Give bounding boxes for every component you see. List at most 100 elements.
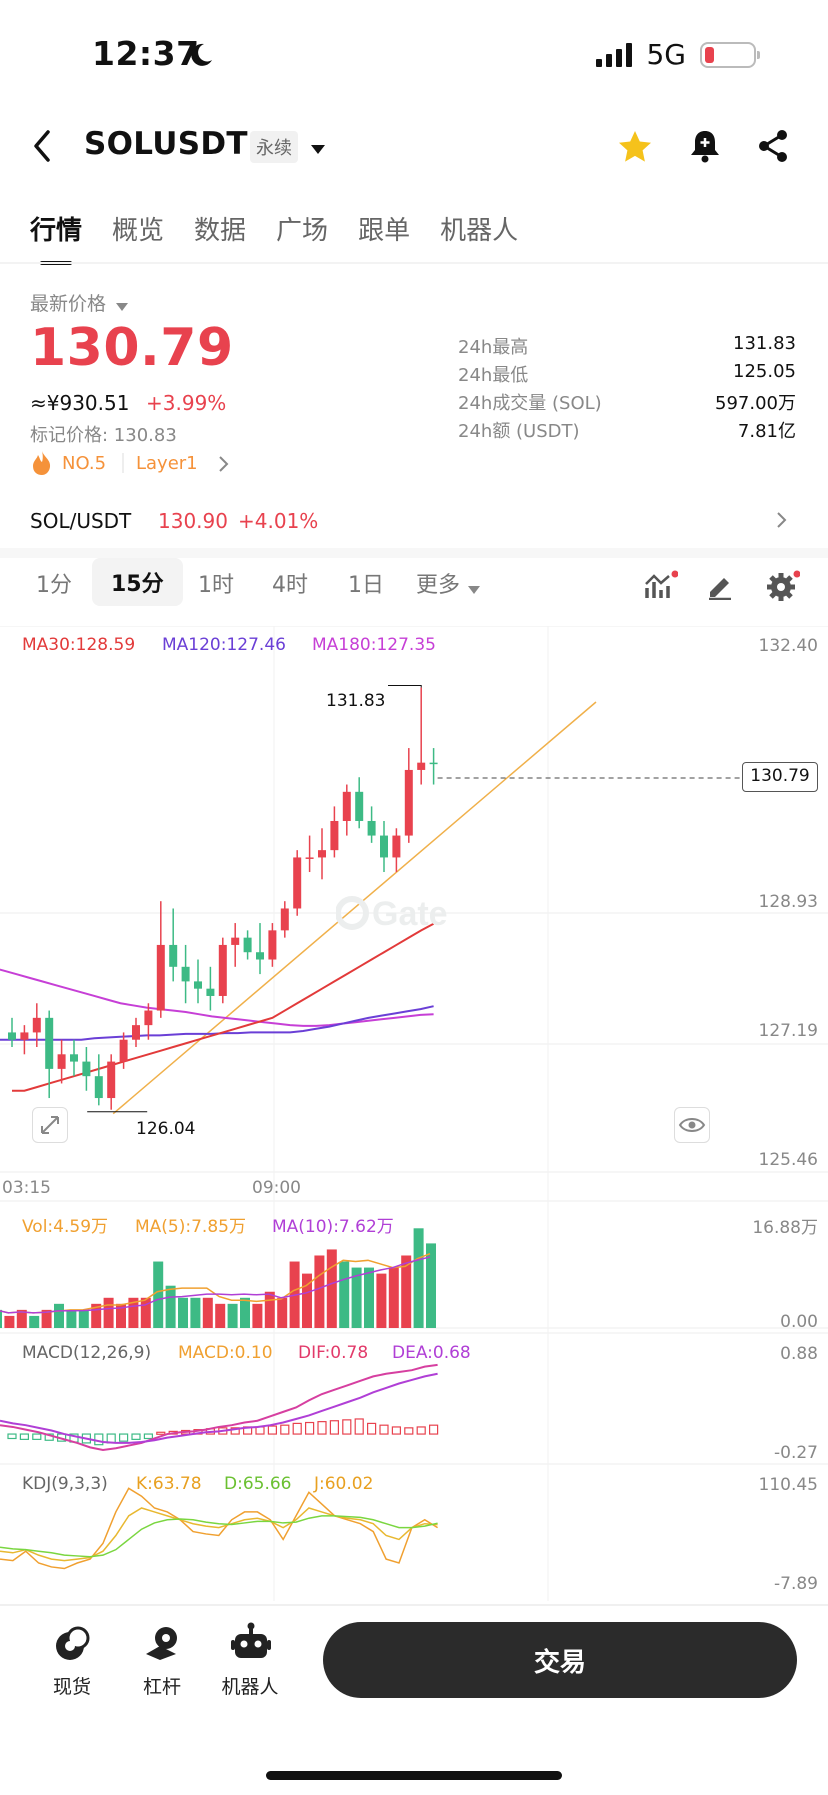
stat-turnover-label: 24h额 (USDT) — [458, 421, 580, 442]
macd-hist-bar — [156, 1431, 166, 1435]
kdj-title: KDJ(9,3,3) — [22, 1474, 108, 1494]
stat-low-label: 24h最低 — [458, 365, 529, 386]
candle-body — [94, 1076, 103, 1099]
candle-body — [404, 769, 413, 836]
timeframe-1d[interactable]: 1日 — [348, 573, 384, 598]
price-alert-bell-icon[interactable] — [688, 128, 722, 164]
back-button[interactable] — [28, 128, 58, 164]
volume-bar — [103, 1297, 114, 1328]
macd-hist-bar — [429, 1424, 439, 1435]
macd-hist-bar — [292, 1422, 302, 1435]
tab-copy-trading[interactable]: 跟单 — [358, 216, 411, 246]
status-indicators: 5G — [596, 38, 760, 71]
timeframe-1h[interactable]: 1时 — [198, 573, 234, 598]
indicators-icon[interactable] — [644, 570, 679, 602]
kdj-j-line — [0, 1487, 438, 1570]
macd-hist-bar — [379, 1424, 389, 1435]
macd-y-tick-1: 0.88 — [780, 1344, 818, 1364]
trade-button[interactable]: 交易 — [323, 1622, 797, 1698]
volume-bar — [178, 1297, 188, 1328]
volume-bar — [0, 1309, 2, 1328]
y-tick-1: 132.40 — [758, 636, 818, 656]
moon-icon — [188, 42, 214, 68]
stat-turnover-value: 7.81亿 — [737, 421, 796, 442]
volume-bar — [116, 1303, 126, 1328]
tab-overview[interactable]: 概览 — [112, 216, 165, 246]
timeframe-more[interactable]: 更多 — [416, 573, 461, 598]
watermark-logo: Gate — [335, 893, 456, 942]
candle-body — [256, 952, 264, 960]
stat-turnover: 24h额 (USDT) 7.81亿 — [458, 417, 796, 443]
symbol-title[interactable]: SOLUSDT — [84, 126, 248, 162]
stat-volume-label: 24h成交量 (SOL) — [458, 393, 602, 414]
volume-bar — [227, 1303, 238, 1328]
chevron-right-icon[interactable] — [218, 455, 230, 473]
volume-bar — [302, 1273, 312, 1328]
nav-margin[interactable]: 杠杆 — [142, 1676, 181, 1698]
candle-body — [32, 1017, 41, 1033]
macd-hist-bar — [404, 1427, 414, 1435]
macd-hist-bar — [367, 1422, 377, 1435]
stat-high-label: 24h最高 — [458, 337, 529, 358]
candle-body — [169, 944, 178, 967]
timeframe-1m[interactable]: 1分 — [36, 573, 72, 598]
tab-data[interactable]: 数据 — [194, 216, 247, 246]
toggle-visibility-button[interactable] — [674, 1107, 710, 1143]
sector-tag[interactable]: Layer1 — [136, 453, 198, 474]
kline-chart[interactable] — [0, 626, 828, 1606]
tab-square[interactable]: 广场 — [276, 216, 329, 246]
volume-bar — [41, 1309, 52, 1328]
vol-ma5-legend: MA(5):7.85万 — [135, 1217, 246, 1237]
symbol-dropdown-icon[interactable] — [310, 140, 326, 154]
fullscreen-button[interactable] — [32, 1107, 68, 1143]
candle-body — [355, 791, 364, 821]
spot-pair-change: +4.01% — [238, 509, 319, 533]
share-icon[interactable] — [756, 128, 790, 164]
kdj-y-tick-2: -7.89 — [774, 1574, 818, 1594]
volume-bar — [215, 1303, 226, 1328]
x-tick-1: 03:15 — [2, 1178, 51, 1198]
vol-y-tick-1: 16.88万 — [752, 1218, 818, 1238]
caret-down-icon — [116, 297, 128, 311]
kdj-d-line — [0, 1515, 438, 1558]
kdj-d-value: D:65.66 — [224, 1474, 292, 1494]
settings-gear-icon[interactable] — [766, 570, 801, 602]
trend-line — [112, 701, 597, 1115]
macd-hist-bar — [131, 1433, 141, 1440]
volume-bar — [252, 1303, 263, 1328]
tab-bots[interactable]: 机器人 — [440, 216, 519, 246]
volume-bar — [16, 1309, 27, 1328]
candle-body — [280, 908, 289, 931]
volume-bar — [165, 1285, 176, 1328]
main-tabs: 行情 概览 数据 广场 跟单 机器人 — [30, 210, 519, 265]
timeframe-4h[interactable]: 4时 — [272, 573, 308, 598]
timeframe-15m[interactable]: 15分 — [92, 558, 183, 606]
nav-spot[interactable]: 现货 — [52, 1676, 91, 1698]
macd-hist-bar — [267, 1425, 277, 1435]
stat-high-value: 131.83 — [733, 333, 796, 354]
nav-bot[interactable]: 机器人 — [221, 1676, 279, 1698]
candle-body — [144, 1010, 153, 1026]
vol-ma10-legend: MA(10):7.62万 — [272, 1217, 394, 1237]
spot-icon — [52, 1624, 92, 1664]
tab-market[interactable]: 行情 — [30, 210, 82, 265]
vol-legend: Vol:4.59万 — [22, 1217, 109, 1237]
rank-badge: NO.5 — [62, 453, 107, 474]
spot-chevron-right-icon — [776, 511, 788, 529]
macd-hist-bar — [329, 1420, 339, 1435]
candle-body — [392, 835, 401, 858]
draw-pencil-icon[interactable] — [706, 572, 734, 601]
last-price-label[interactable]: 最新价格 — [30, 293, 107, 315]
price-change-pct: +3.99% — [146, 391, 227, 415]
favorite-star-icon[interactable] — [616, 128, 654, 166]
candle-body — [417, 762, 426, 770]
low-price-marker: 126.04 — [136, 1119, 196, 1139]
volume-bar — [54, 1303, 64, 1328]
eye-icon — [678, 1118, 706, 1132]
candle-body — [305, 857, 314, 859]
candle-body — [57, 1054, 66, 1069]
candle-body — [342, 791, 351, 821]
volume-bar — [339, 1261, 350, 1328]
macd-hist-bar — [7, 1433, 17, 1440]
y-tick-4: 125.46 — [758, 1150, 818, 1170]
